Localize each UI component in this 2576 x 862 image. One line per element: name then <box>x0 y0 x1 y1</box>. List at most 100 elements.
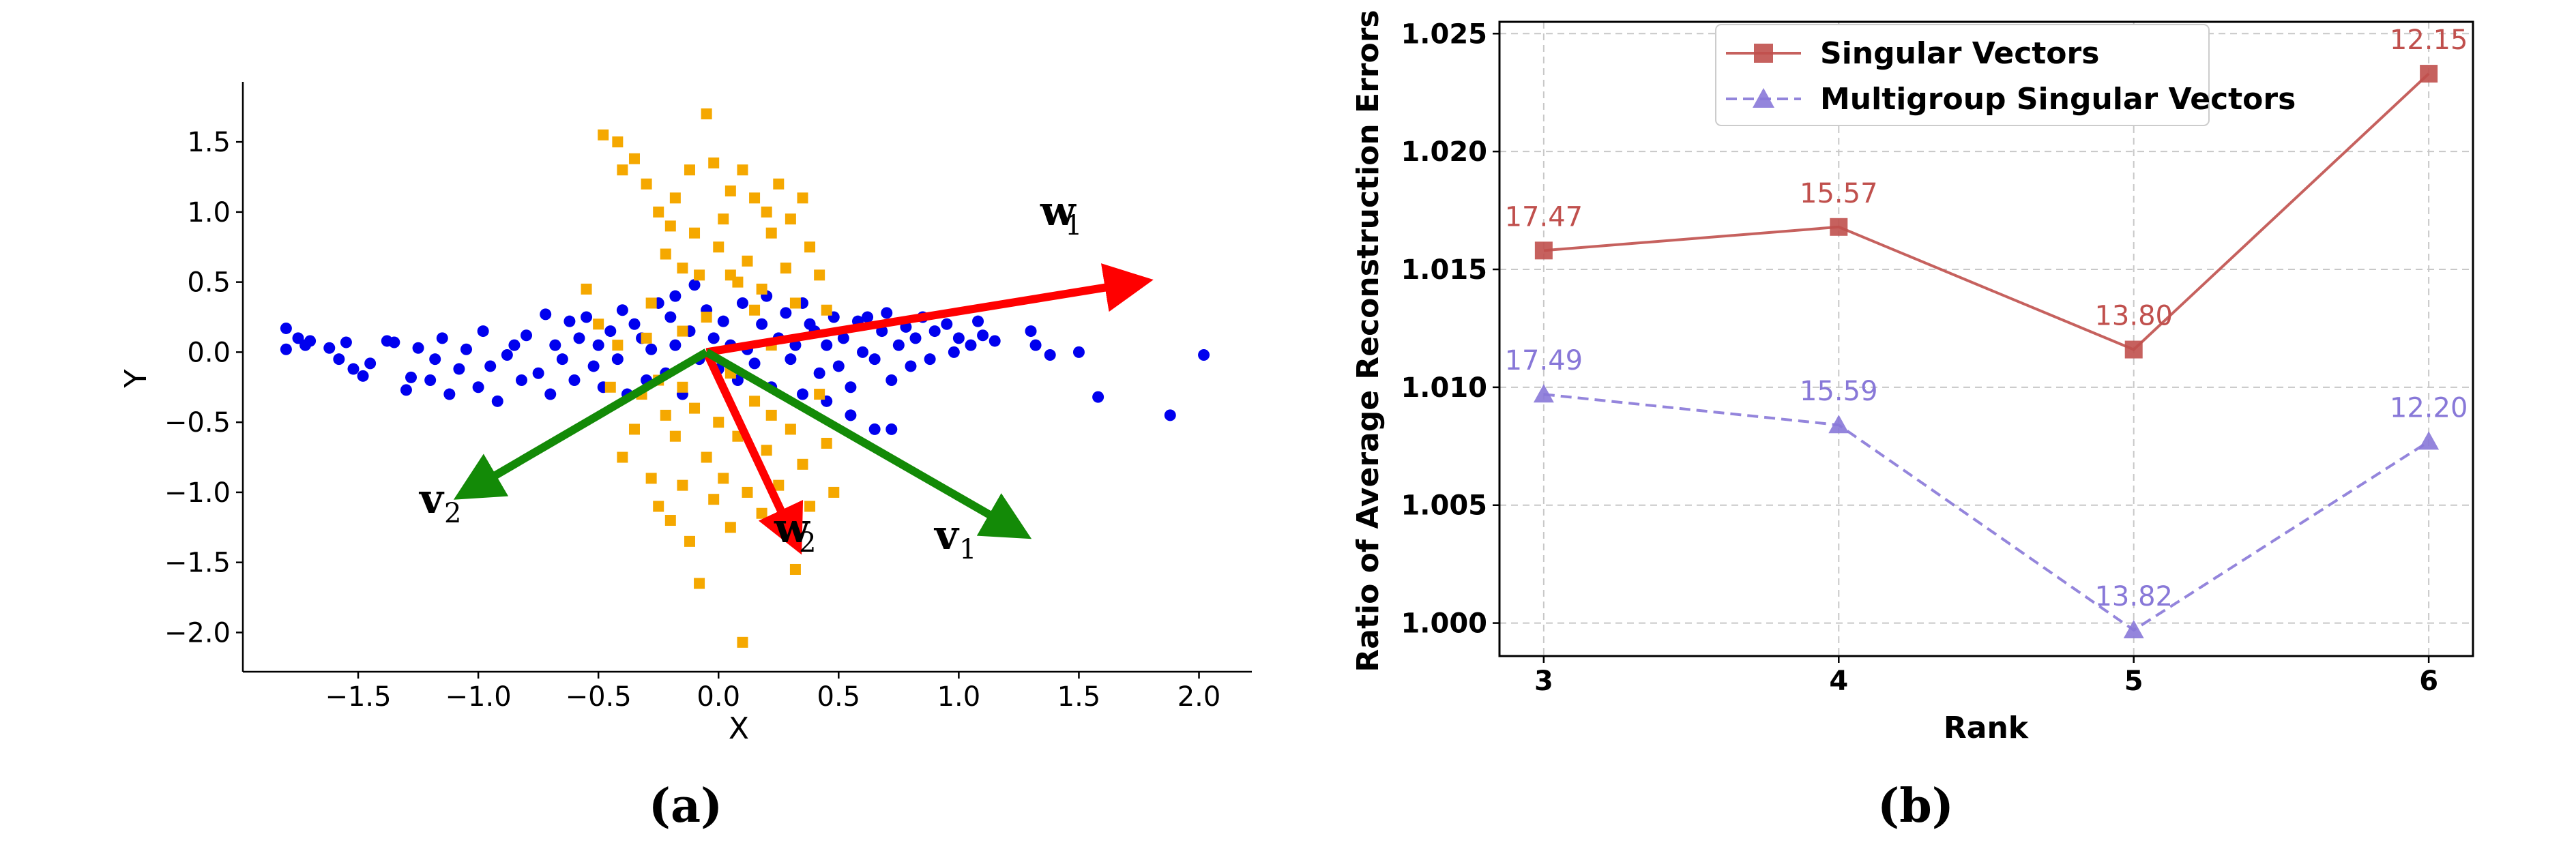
scatter-point-square <box>701 312 712 323</box>
data-point-triangle <box>1828 415 1849 434</box>
scatter-point-circle <box>707 332 720 344</box>
scatter-point-square <box>617 451 628 463</box>
scatter-point-circle <box>564 315 576 327</box>
scatter-point-circle <box>532 367 544 379</box>
grid-b <box>1499 22 2473 656</box>
scatter-point-circle <box>443 388 456 400</box>
scatter-point-circle <box>941 318 953 330</box>
y-tick-label-b: 1.010 <box>1401 372 1487 404</box>
scatter-point-circle <box>1029 339 1042 351</box>
arrow-label-w2: w <box>774 505 810 552</box>
scatter-point-square <box>780 263 791 274</box>
x-tick-label-a: −1.0 <box>445 681 512 713</box>
scatter-point-circle <box>717 315 729 327</box>
scatter-point-square <box>689 402 701 414</box>
scatter-point-circle <box>796 388 808 400</box>
scatter-point-circle <box>424 374 437 386</box>
scatter-point-square <box>684 164 695 176</box>
scatter-point-circle <box>881 307 893 319</box>
scatter-point-circle <box>845 409 857 421</box>
scatter-point-circle <box>989 335 1001 347</box>
y-tick-label-b: 1.000 <box>1401 608 1487 640</box>
scatter-point-square <box>593 318 604 330</box>
scatter-point-circle <box>556 353 568 366</box>
scatter-point-square <box>742 255 753 267</box>
scatter-point-circle <box>952 332 965 344</box>
scatter-point-square <box>641 332 652 344</box>
data-label: 17.49 <box>1505 345 1583 376</box>
scatter-point-circle <box>292 332 304 344</box>
scatter-point-circle <box>549 339 561 351</box>
series-line-singular <box>1543 72 2430 351</box>
y-tick-label-b: 1.005 <box>1401 490 1487 522</box>
y-tick-label-a: −2.0 <box>164 617 231 649</box>
data-point-square <box>2420 65 2438 83</box>
data-point-square <box>1534 241 1553 260</box>
scatter-point-circle <box>857 346 869 358</box>
scatter-point-square <box>677 325 688 337</box>
legend: Singular Vectors Multigroup Singular Vec… <box>1715 24 2296 126</box>
x-axis-label-a: X <box>729 711 749 746</box>
scatter-point-square <box>737 164 748 176</box>
y-tick-label-b: 1.015 <box>1401 254 1487 286</box>
scatter-point-square <box>789 297 801 309</box>
scatter-point-circle <box>323 342 336 354</box>
arrow-w2 <box>703 350 804 555</box>
arrow-label-v1: v <box>933 511 960 559</box>
scatter-point-square <box>765 227 777 239</box>
scatter-point-square <box>742 486 753 498</box>
scatter-point-square <box>785 213 796 225</box>
scatter-point-square <box>749 192 761 204</box>
scatter-point-circle <box>1164 409 1176 421</box>
scatter-point-circle <box>587 360 600 372</box>
x-tick-label-b: 4 <box>1829 666 1848 697</box>
scatter-point-square <box>804 501 816 512</box>
scatter-point-circle <box>862 311 874 323</box>
scatter-point-circle <box>909 332 922 344</box>
legend-label-singular: Singular Vectors <box>1820 36 2099 71</box>
scatter-point-circle <box>977 329 989 342</box>
legend-marker-singular <box>1754 44 1773 63</box>
scatter-point-square <box>701 451 712 463</box>
scatter-point-square <box>765 409 777 421</box>
plot-frame-b <box>1498 20 2474 657</box>
scatter-point-circle <box>453 363 465 375</box>
scatter-point-square <box>660 248 671 260</box>
y-tick-label-a: −1.5 <box>164 548 231 579</box>
x-tick-label-a: 2.0 <box>1177 681 1221 713</box>
scatter-point-circle <box>429 353 441 366</box>
scatter-point-circle <box>472 381 484 393</box>
scatter-point-square <box>653 206 664 218</box>
scatter-point-circle <box>748 357 761 370</box>
x-tick-label-a: 0.5 <box>817 681 861 713</box>
scatter-point-square <box>581 283 592 295</box>
scatter-point-circle <box>785 353 797 366</box>
scatter-point-square <box>612 136 624 148</box>
scatter-point-circle <box>573 332 585 344</box>
series-line-multigroup <box>1543 393 2430 632</box>
x-tick-label-a: −1.5 <box>325 681 391 713</box>
scatter-point-circle <box>965 339 977 351</box>
scatter-point-circle <box>333 353 345 366</box>
scatter-point-circle <box>491 395 503 407</box>
scatter-point-circle <box>837 332 849 344</box>
scatter-point-square <box>713 241 724 253</box>
scatter-point-circle <box>688 279 701 291</box>
scatter-point-circle <box>400 384 412 396</box>
arrow-label-subscript-v1: 1 <box>959 534 976 565</box>
scatter-point-circle <box>347 363 360 375</box>
scatter-point-square <box>724 185 736 197</box>
scatter-point-square <box>664 515 676 526</box>
panel-caption-a: (a) <box>649 779 722 833</box>
scatter-point-circle <box>886 374 898 386</box>
panel-b: 17.47 15.57 13.80 12.15 17.49 15.59 13.82 12.20… <box>1351 10 2474 833</box>
scatter-point-circle <box>412 342 424 354</box>
data-point-triangle <box>1533 384 1554 403</box>
x-tick-label-b: 6 <box>2419 666 2438 697</box>
scatter-point-square <box>821 304 832 316</box>
y-tick-label-a: 1.0 <box>187 197 231 228</box>
scatter-point-square <box>708 157 720 168</box>
scatter-point-square <box>756 283 767 295</box>
data-point-triangle <box>2418 431 2440 450</box>
